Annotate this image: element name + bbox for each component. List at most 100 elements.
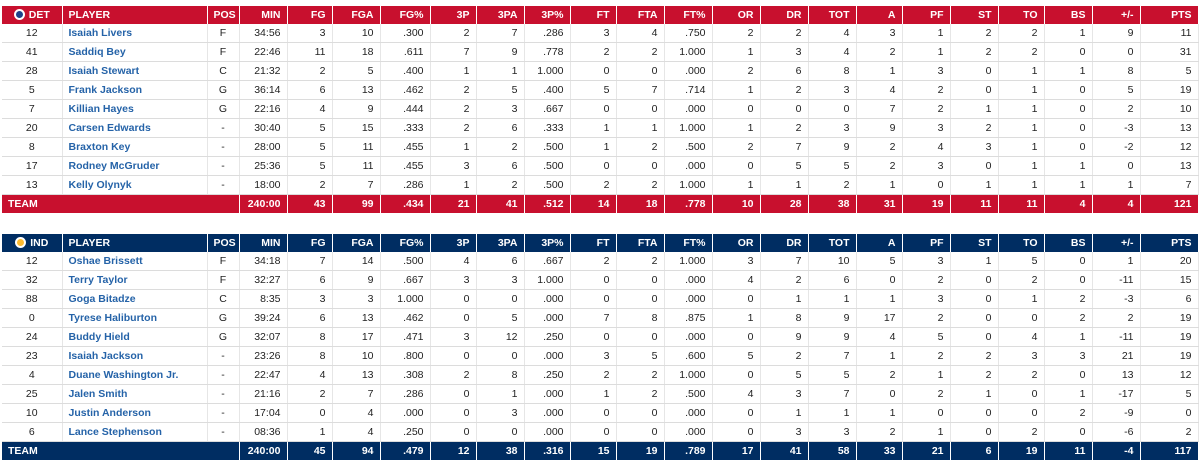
- player-name[interactable]: Rodney McGruder: [62, 156, 208, 176]
- stat-cell: 2: [712, 24, 761, 43]
- stat-cell: 8: [760, 308, 809, 328]
- stat-cell: 2: [287, 384, 333, 404]
- stat-cell: 12: [476, 327, 525, 347]
- stat-cell: 7: [808, 346, 857, 366]
- team-total-cell: 11: [950, 194, 999, 213]
- stat-cell: 3: [430, 270, 477, 290]
- player-name[interactable]: Lance Stephenson: [62, 422, 208, 442]
- stat-cell: 5: [287, 156, 333, 176]
- column-header: FT%: [664, 234, 713, 252]
- player-name[interactable]: Frank Jackson: [62, 80, 208, 100]
- stat-cell: 1: [616, 118, 665, 138]
- stat-cell: 2: [902, 80, 951, 100]
- team-total-label: TEAM: [2, 194, 240, 213]
- team-total-cell: 19: [902, 194, 951, 213]
- stat-cell: 3: [430, 156, 477, 176]
- stat-cell: 11: [332, 137, 381, 157]
- stat-cell: 2: [760, 80, 809, 100]
- stat-cell: 1: [430, 137, 477, 157]
- team-header-cell: IND: [2, 234, 63, 252]
- stat-cell: 2: [616, 252, 665, 271]
- column-header: PF: [902, 6, 951, 24]
- player-name[interactable]: Isaiah Livers: [62, 24, 208, 43]
- position: -: [207, 137, 240, 157]
- stat-cell: 0: [902, 175, 951, 195]
- stat-cell: 7: [570, 308, 617, 328]
- stat-cell: 1: [998, 289, 1045, 309]
- stat-cell: 39:24: [239, 308, 288, 328]
- jersey-number: 0: [2, 308, 63, 328]
- player-name[interactable]: Oshae Brissett: [62, 252, 208, 271]
- position: F: [207, 270, 240, 290]
- stat-cell: 1: [998, 99, 1045, 119]
- player-name[interactable]: Isaiah Stewart: [62, 61, 208, 81]
- stat-cell: 1: [950, 384, 999, 404]
- team-total-cell: .434: [380, 194, 431, 213]
- team-total-cell: 15: [570, 441, 617, 460]
- stat-cell: 13: [1140, 118, 1199, 138]
- stat-cell: 4: [808, 42, 857, 62]
- stat-cell: 1: [712, 118, 761, 138]
- stat-cell: 4: [287, 99, 333, 119]
- stat-cell: 5: [998, 252, 1045, 271]
- player-name[interactable]: Saddiq Bey: [62, 42, 208, 62]
- stat-cell: 18: [332, 42, 381, 62]
- player-name[interactable]: Kelly Olynyk: [62, 175, 208, 195]
- stat-cell: 7: [1140, 175, 1199, 195]
- stat-cell: 2: [712, 61, 761, 81]
- stat-cell: 2: [760, 24, 809, 43]
- stat-cell: 0: [1044, 422, 1093, 442]
- stat-cell: 3: [760, 384, 809, 404]
- position: C: [207, 61, 240, 81]
- player-name[interactable]: Duane Washington Jr.: [62, 365, 208, 385]
- jersey-number: 41: [2, 42, 63, 62]
- jersey-number: 24: [2, 327, 63, 347]
- player-name[interactable]: Goga Bitadze: [62, 289, 208, 309]
- stat-cell: 1: [570, 118, 617, 138]
- jersey-number: 17: [2, 156, 63, 176]
- jersey-number: 28: [2, 61, 63, 81]
- stat-cell: 2: [616, 137, 665, 157]
- player-row: 41 Saddiq Bey F 22:46 11 18.611 7 9.778 2 2 1.000 1…: [2, 42, 1199, 62]
- player-name[interactable]: Braxton Key: [62, 137, 208, 157]
- stat-cell: .000: [664, 403, 713, 423]
- player-name[interactable]: Carsen Edwards: [62, 118, 208, 138]
- stat-cell: 0: [950, 308, 999, 328]
- column-header: FT: [570, 234, 617, 252]
- stat-cell: -11: [1092, 270, 1141, 290]
- stat-cell: 2: [760, 118, 809, 138]
- stat-cell: 2: [570, 175, 617, 195]
- player-name[interactable]: Jalen Smith: [62, 384, 208, 404]
- stat-cell: 9: [1092, 24, 1141, 43]
- stat-cell: 1.000: [664, 42, 713, 62]
- stat-cell: 3: [712, 252, 761, 271]
- stat-cell: .400: [524, 80, 571, 100]
- stat-cell: 6: [287, 270, 333, 290]
- team-total-cell: 28: [760, 194, 809, 213]
- position: G: [207, 327, 240, 347]
- player-name[interactable]: Tyrese Haliburton: [62, 308, 208, 328]
- stat-cell: .000: [664, 289, 713, 309]
- team-total-cell: .316: [524, 441, 571, 460]
- stat-cell: 2: [570, 252, 617, 271]
- player-name[interactable]: Killian Hayes: [62, 99, 208, 119]
- stat-cell: .300: [380, 24, 431, 43]
- stat-cell: .000: [664, 422, 713, 442]
- stat-cell: 0: [476, 422, 525, 442]
- player-name[interactable]: Buddy Hield: [62, 327, 208, 347]
- player-name[interactable]: Isaiah Jackson: [62, 346, 208, 366]
- team-total-cell: 19: [616, 441, 665, 460]
- column-header: +/-: [1092, 234, 1141, 252]
- stat-cell: -3: [1092, 118, 1141, 138]
- player-row: 20 Carsen Edwards -30:40 5 15.333 2 6.333 1 1 1.0…: [2, 118, 1199, 138]
- player-name[interactable]: Justin Anderson: [62, 403, 208, 423]
- stat-cell: 10: [332, 24, 381, 43]
- stat-cell: 34:56: [239, 24, 288, 43]
- stat-cell: 10: [332, 346, 381, 366]
- player-name[interactable]: Terry Taylor: [62, 270, 208, 290]
- stat-cell: -2: [1092, 137, 1141, 157]
- stat-cell: 2: [712, 137, 761, 157]
- stat-cell: .500: [524, 175, 571, 195]
- column-header: PTS: [1140, 234, 1199, 252]
- stat-cell: 5: [570, 80, 617, 100]
